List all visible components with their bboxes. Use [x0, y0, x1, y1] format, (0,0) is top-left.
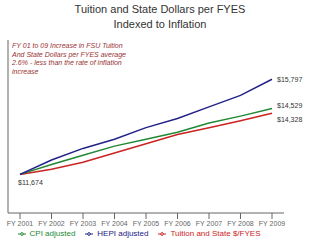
html-text:Tuition and State $/FYES: Tuition and State $/FYES [170, 229, 261, 238]
html-text:HEPI adjusted: HEPI adjusted [97, 229, 149, 238]
svg-text:FY 2009: FY 2009 [259, 220, 285, 227]
svg-text:FY 2005: FY 2005 [133, 220, 159, 227]
html-text:Tuition and State Dollars per: Tuition and State Dollars per FYES [74, 3, 246, 15]
svg-text:FY 2006: FY 2006 [164, 220, 190, 227]
html-text:CPI adjusted: CPI adjusted [29, 229, 76, 238]
svg-text:FY 2003: FY 2003 [70, 220, 96, 227]
svg-text:FY 2002: FY 2002 [38, 220, 64, 227]
svg-text:$15,797: $15,797 [277, 76, 302, 83]
html-text:FY 01 to 09 Increase in FSU Tu: FY 01 to 09 Increase in FSU Tuition And … [12, 42, 126, 75]
svg-text:$14,328: $14,328 [277, 116, 302, 123]
svg-text:FY 2001: FY 2001 [8, 220, 33, 227]
svg-text:FY 2008: FY 2008 [227, 220, 253, 227]
svg-text:$11,674: $11,674 [18, 179, 43, 186]
svg-text:$14,529: $14,529 [277, 102, 302, 109]
svg-text:FY 2007: FY 2007 [196, 220, 222, 227]
svg-text:FY 2004: FY 2004 [101, 220, 127, 227]
html-text:Indexed to Inflation: Indexed to Inflation [113, 18, 207, 30]
